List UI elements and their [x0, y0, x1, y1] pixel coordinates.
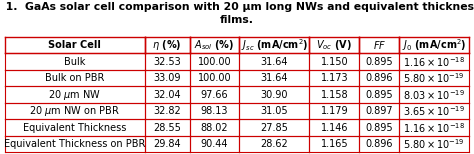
Text: 97.66: 97.66 — [201, 90, 228, 100]
Text: 32.82: 32.82 — [153, 106, 181, 116]
Text: $1.16 \times 10^{-18}$: $1.16 \times 10^{-18}$ — [403, 55, 465, 69]
Text: $V_{oc}$ (V): $V_{oc}$ (V) — [317, 38, 352, 52]
Text: 31.64: 31.64 — [261, 57, 288, 67]
Text: Solar Cell: Solar Cell — [48, 40, 101, 50]
Text: $\eta$ (%): $\eta$ (%) — [152, 38, 182, 52]
Text: 33.09: 33.09 — [153, 73, 181, 83]
Text: 1.158: 1.158 — [320, 90, 348, 100]
Text: $8.03 \times 10^{-19}$: $8.03 \times 10^{-19}$ — [403, 88, 465, 102]
Text: 98.13: 98.13 — [201, 106, 228, 116]
Text: films.: films. — [220, 15, 254, 25]
Text: 28.55: 28.55 — [153, 123, 181, 133]
Text: 90.44: 90.44 — [201, 139, 228, 149]
Text: $1.16 \times 10^{-18}$: $1.16 \times 10^{-18}$ — [403, 121, 465, 135]
Text: $5.80 \times 10^{-19}$: $5.80 \times 10^{-19}$ — [403, 137, 465, 151]
Text: Table  1.  GaAs solar cell comparison with 20 μm long NWs and equivalent thickne: Table 1. GaAs solar cell comparison with… — [0, 2, 474, 12]
Text: 100.00: 100.00 — [198, 57, 231, 67]
Text: $J_{sc}$ (mA/cm$^2$): $J_{sc}$ (mA/cm$^2$) — [241, 37, 308, 53]
Text: 1.146: 1.146 — [320, 123, 348, 133]
Text: 0.895: 0.895 — [365, 90, 393, 100]
Text: 20 $\mu$m NW: 20 $\mu$m NW — [48, 88, 101, 102]
Text: 0.896: 0.896 — [365, 73, 393, 83]
Text: 31.05: 31.05 — [261, 106, 288, 116]
Text: 0.895: 0.895 — [365, 57, 393, 67]
Text: Bulk on PBR: Bulk on PBR — [45, 73, 104, 83]
Text: 0.897: 0.897 — [365, 106, 393, 116]
Text: Equivalent Thickness on PBR: Equivalent Thickness on PBR — [4, 139, 146, 149]
Text: 0.896: 0.896 — [365, 139, 393, 149]
Text: Bulk: Bulk — [64, 57, 85, 67]
Text: 88.02: 88.02 — [201, 123, 228, 133]
Text: 1.173: 1.173 — [320, 73, 348, 83]
Text: Equivalent Thickness: Equivalent Thickness — [23, 123, 127, 133]
Text: 1.150: 1.150 — [320, 57, 348, 67]
Text: 29.84: 29.84 — [153, 139, 181, 149]
Text: 1.179: 1.179 — [320, 106, 348, 116]
Text: $5.80 \times 10^{-19}$: $5.80 \times 10^{-19}$ — [403, 71, 465, 85]
Text: 32.53: 32.53 — [153, 57, 181, 67]
Text: $3.65 \times 10^{-19}$: $3.65 \times 10^{-19}$ — [403, 104, 465, 118]
Text: 0.895: 0.895 — [365, 123, 393, 133]
Text: 100.00: 100.00 — [198, 73, 231, 83]
Text: $J_0$ (mA/cm$^2$): $J_0$ (mA/cm$^2$) — [402, 37, 466, 53]
Text: 1.165: 1.165 — [320, 139, 348, 149]
Text: 20 $\mu$m NW on PBR: 20 $\mu$m NW on PBR — [29, 104, 120, 118]
Text: $\mathit{FF}$: $\mathit{FF}$ — [373, 39, 386, 51]
Text: 28.62: 28.62 — [261, 139, 288, 149]
Text: 30.90: 30.90 — [261, 90, 288, 100]
Text: 31.64: 31.64 — [261, 73, 288, 83]
Text: 32.04: 32.04 — [153, 90, 181, 100]
Text: $A_{sol}$ (%): $A_{sol}$ (%) — [194, 38, 235, 52]
Text: 27.85: 27.85 — [261, 123, 288, 133]
